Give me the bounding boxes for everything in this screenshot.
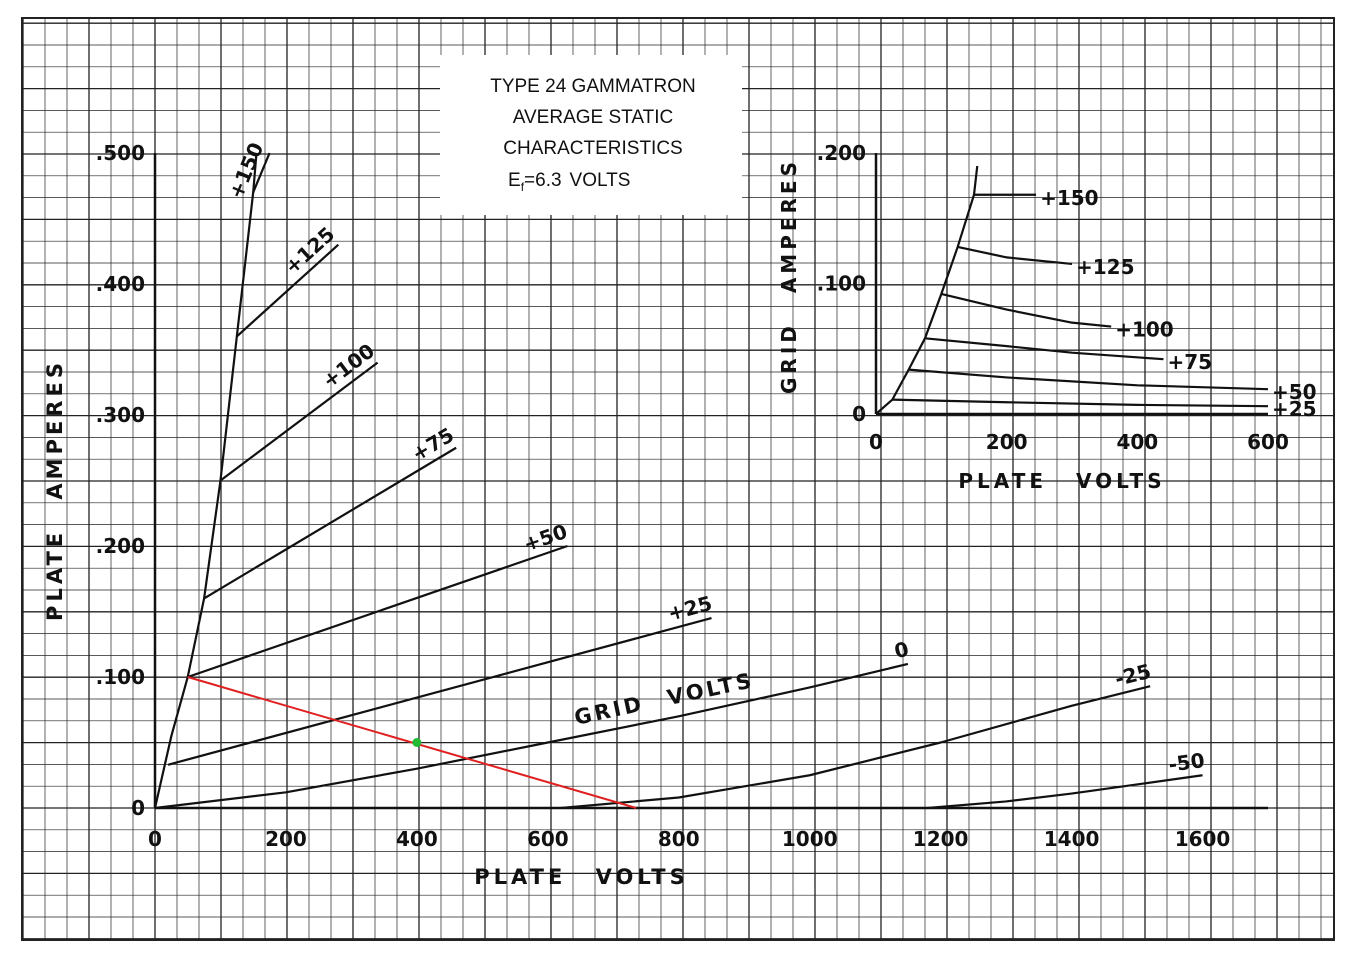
series-line — [167, 616, 712, 766]
y-tick-label: .500 — [96, 141, 145, 165]
series-label: +75 — [1167, 350, 1212, 374]
series-line — [908, 368, 1269, 391]
series-label: +25 — [1272, 397, 1317, 421]
x-tick-label: 600 — [527, 827, 569, 851]
series-label: +100 — [1115, 318, 1174, 342]
x-tick-label: 800 — [658, 827, 700, 851]
graph-paper-grid — [21, 17, 1335, 941]
series-line — [560, 685, 1151, 810]
series-line — [187, 544, 568, 679]
y-axis-label: GRID AMPERES — [777, 158, 801, 394]
y-tick-label: .300 — [96, 403, 145, 427]
y-tick-label: .200 — [96, 534, 145, 558]
series-label: 0 — [892, 637, 911, 664]
envelope-curve — [875, 165, 979, 415]
y-tick-label: 0 — [852, 402, 866, 426]
x-axis-label: PLATE VOLTS — [474, 865, 688, 889]
series-label: +150 — [1040, 186, 1099, 210]
y-tick-label: .200 — [817, 141, 866, 165]
series-label: -50 — [1167, 748, 1206, 777]
title-line-2: AVERAGE STATIC — [513, 107, 673, 128]
y-axis-label: PLATE AMPERES — [43, 359, 67, 621]
series-line — [219, 361, 379, 482]
series-line — [927, 774, 1203, 810]
x-tick-label: 1200 — [913, 827, 969, 851]
x-axis-label: PLATE VOLTS — [958, 469, 1165, 493]
series-label: +25 — [665, 591, 714, 626]
series-line — [154, 662, 909, 810]
series-label: +125 — [1076, 255, 1135, 279]
x-tick-label: 1600 — [1175, 827, 1231, 851]
series-line — [252, 152, 271, 193]
envelope-curve — [153, 152, 258, 809]
x-tick-label: 400 — [1116, 430, 1158, 454]
y-tick-label: .400 — [96, 272, 145, 296]
filament-voltage-label: Ef=6.3 VOLTS — [508, 170, 630, 194]
x-tick-label: 0 — [148, 827, 162, 851]
series-line — [924, 337, 1164, 361]
operating-point — [412, 738, 422, 747]
series-label: +50 — [1272, 380, 1317, 404]
plate-characteristics-chart: 0 200 400 600 800 1000 1200 1400 1600 0 .100 .200 .3… — [43, 139, 1268, 889]
x-tick-label: 400 — [396, 827, 438, 851]
x-tick-label: 1000 — [782, 827, 838, 851]
x-tick-label: 200 — [265, 827, 307, 851]
grid-border — [21, 17, 1335, 941]
title-volts: VOLTS — [570, 170, 631, 191]
series-line — [203, 446, 457, 600]
load-line — [187, 676, 637, 809]
series-line — [236, 243, 340, 338]
title-line-1: TYPE 24 GAMMATRON — [490, 76, 696, 97]
y-tick-label: .100 — [817, 272, 866, 296]
series-line — [957, 245, 1073, 266]
ef-value: =6.3 — [524, 170, 562, 191]
series-line — [941, 292, 1112, 328]
y-tick-label: 0 — [131, 796, 145, 820]
y-tick-label: .100 — [96, 665, 145, 689]
x-tick-label: 200 — [986, 430, 1028, 454]
series-line — [892, 398, 1269, 408]
x-tick-label: 1400 — [1044, 827, 1100, 851]
ef-subscript: f — [521, 180, 525, 194]
grid-current-inset-chart: 0 200 400 600 0 .100 .200 PLATE VOLTS GRID AMPER… — [777, 141, 1317, 493]
title-box: TYPE 24 GAMMATRON AVERAGE STATIC CHARACT… — [440, 55, 742, 215]
title-box-background — [440, 55, 742, 215]
title-line-3: CHARACTERISTICS — [503, 138, 682, 159]
ef-symbol: E — [508, 170, 521, 191]
x-tick-label: 0 — [869, 430, 883, 454]
x-tick-label: 600 — [1247, 430, 1289, 454]
